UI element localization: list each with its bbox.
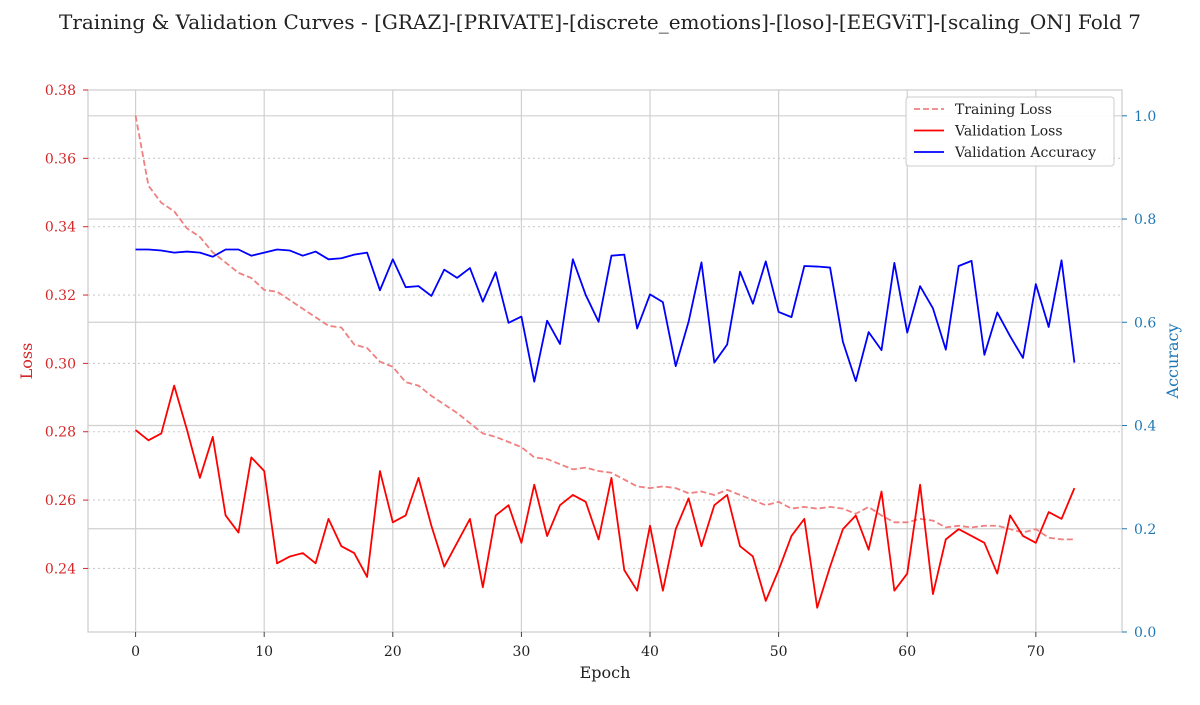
chart-title: Training & Validation Curves - [GRAZ]-[P… <box>59 10 1141 34</box>
y-left-tick-label: 0.30 <box>45 356 76 372</box>
legend-label: Training Loss <box>955 102 1052 118</box>
x-tick-label: 20 <box>384 644 402 660</box>
plot-lines <box>134 115 1076 609</box>
series-line-validation-loss <box>135 384 1076 609</box>
legend: Training Loss Validation Loss Validation A… <box>905 96 1115 167</box>
series-line-validation-accuracy <box>135 248 1076 383</box>
x-tick-label: 70 <box>1027 644 1045 660</box>
y-axis-right: 0.0 0.2 0.4 0.6 0.8 1.0 <box>1122 109 1156 641</box>
y-left-tick-label: 0.32 <box>45 288 76 304</box>
y-right-tick-label: 0.8 <box>1134 212 1156 228</box>
y-left-tick-label: 0.38 <box>45 83 76 99</box>
y-right-tick-label: 0.6 <box>1134 315 1156 331</box>
legend-label: Validation Accuracy <box>954 145 1096 161</box>
y-right-tick-label: 0.0 <box>1134 625 1156 641</box>
x-axis: 0 10 20 30 40 50 60 70 <box>131 632 1045 660</box>
y-left-tick-label: 0.26 <box>45 493 76 509</box>
legend-box <box>905 96 1115 167</box>
y-left-tick-label: 0.36 <box>45 151 76 167</box>
x-axis-label: Epoch <box>580 663 631 682</box>
y-left-tick-label: 0.34 <box>45 220 76 236</box>
x-tick-label: 40 <box>641 644 659 660</box>
x-tick-label: 50 <box>770 644 788 660</box>
y-axis-left: 0.24 0.26 0.28 0.30 0.32 0.34 0.36 0.38 <box>45 83 88 577</box>
y-left-tick-label: 0.28 <box>45 425 76 441</box>
y-right-tick-label: 1.0 <box>1134 109 1156 125</box>
y-right-tick-label: 0.2 <box>1134 522 1156 538</box>
x-tick-label: 60 <box>898 644 916 660</box>
y-left-tick-label: 0.24 <box>45 561 76 577</box>
x-tick-label: 0 <box>131 644 140 660</box>
x-tick-label: 30 <box>512 644 530 660</box>
y-right-tick-label: 0.4 <box>1134 419 1156 435</box>
legend-label: Validation Loss <box>954 124 1063 140</box>
plot-frame <box>87 89 1123 633</box>
y-axis-right-label: Accuracy <box>1163 324 1182 400</box>
y-axis-left-label: Loss <box>17 343 36 380</box>
x-tick-label: 10 <box>255 644 273 660</box>
